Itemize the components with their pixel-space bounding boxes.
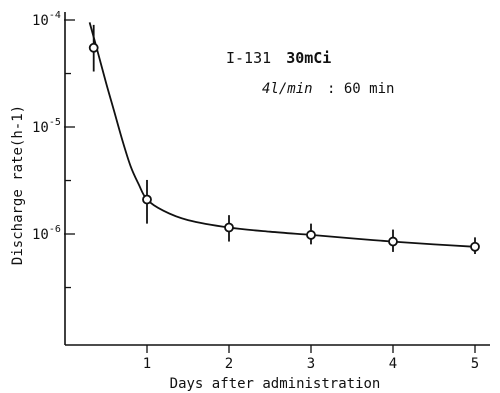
ticks: 1 2 3 4 5 10-4 10-5 10-6 — [32, 10, 479, 372]
x-tick-label: 1 — [143, 356, 151, 372]
annotation-time: : 60 min — [327, 81, 394, 97]
y-tick-label: 10-4 — [32, 10, 61, 29]
annotation-isotope: I-131 — [226, 49, 271, 67]
fit-curve — [88, 22, 476, 248]
y-axis-label: Discharge rate(h-1) — [10, 105, 26, 265]
data-point — [142, 194, 152, 205]
data-point — [224, 222, 234, 233]
x-tick-label: 5 — [471, 356, 479, 372]
data-point — [470, 241, 480, 252]
x-tick-label: 3 — [307, 356, 315, 372]
annotation-line1: I-131 30mCi — [226, 49, 331, 67]
data-points — [88, 24, 480, 255]
y-tick-label: 10-6 — [32, 224, 61, 243]
experiment-annotation: I-131 30mCi 4l/min : 60 min — [226, 49, 394, 97]
data-point — [306, 230, 316, 240]
data-point — [88, 42, 99, 53]
y-tick-label: 10-5 — [32, 117, 61, 136]
annotation-line2: 4l/min : 60 min — [262, 81, 394, 97]
annotation-flow: 4l/min — [262, 81, 313, 97]
axes — [64, 12, 490, 346]
annotation-activity: 30mCi — [286, 49, 331, 67]
data-point — [388, 236, 398, 247]
x-tick-label: 2 — [225, 356, 233, 372]
x-tick-label: 4 — [389, 356, 397, 372]
x-axis-label: Days after administration — [170, 376, 381, 392]
